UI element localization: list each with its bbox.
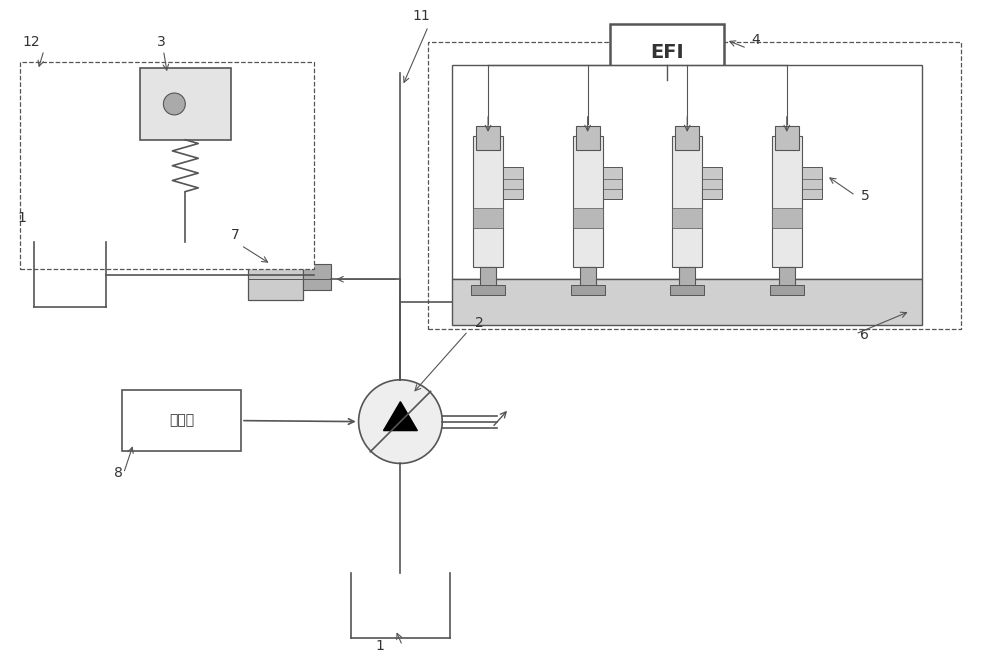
Text: 1: 1	[17, 212, 26, 225]
Bar	[772, 136, 802, 267]
Text: 11: 11	[412, 9, 430, 23]
Bar	[303, 264, 331, 290]
Bar	[140, 68, 231, 140]
Bar	[428, 42, 961, 329]
Bar	[576, 126, 600, 150]
Text: 5: 5	[860, 189, 869, 202]
Bar	[672, 208, 702, 228]
Text: 8: 8	[114, 466, 123, 480]
Bar	[779, 267, 795, 287]
Bar	[580, 267, 596, 287]
Text: 1: 1	[376, 639, 384, 652]
Bar	[775, 126, 799, 150]
Bar	[452, 279, 922, 325]
Text: 4: 4	[751, 34, 760, 47]
Text: 7: 7	[231, 229, 240, 242]
Bar	[702, 167, 722, 199]
Bar	[473, 136, 503, 267]
Bar	[603, 167, 622, 199]
Bar	[772, 208, 802, 228]
Text: 12: 12	[22, 35, 40, 49]
Bar	[573, 136, 603, 267]
Text: 2: 2	[475, 316, 484, 330]
Bar	[248, 258, 303, 300]
Bar	[679, 267, 695, 287]
Bar	[503, 167, 523, 199]
Bar	[670, 285, 704, 295]
Bar	[480, 267, 496, 287]
Bar	[471, 285, 505, 295]
Circle shape	[359, 380, 442, 463]
Text: 6: 6	[860, 328, 869, 342]
Bar	[675, 126, 699, 150]
Bar	[122, 390, 241, 451]
Bar	[770, 285, 804, 295]
Polygon shape	[383, 401, 417, 430]
Bar	[610, 24, 724, 80]
Bar	[802, 167, 822, 199]
Bar	[571, 285, 605, 295]
Bar	[473, 208, 503, 228]
Circle shape	[163, 93, 185, 115]
Bar	[452, 65, 922, 279]
Bar	[672, 136, 702, 267]
Bar	[476, 126, 500, 150]
Bar	[573, 208, 603, 228]
Bar	[20, 62, 314, 269]
Text: 3: 3	[156, 35, 165, 49]
Text: 控制器: 控制器	[169, 414, 194, 428]
Text: EFI: EFI	[650, 43, 684, 62]
